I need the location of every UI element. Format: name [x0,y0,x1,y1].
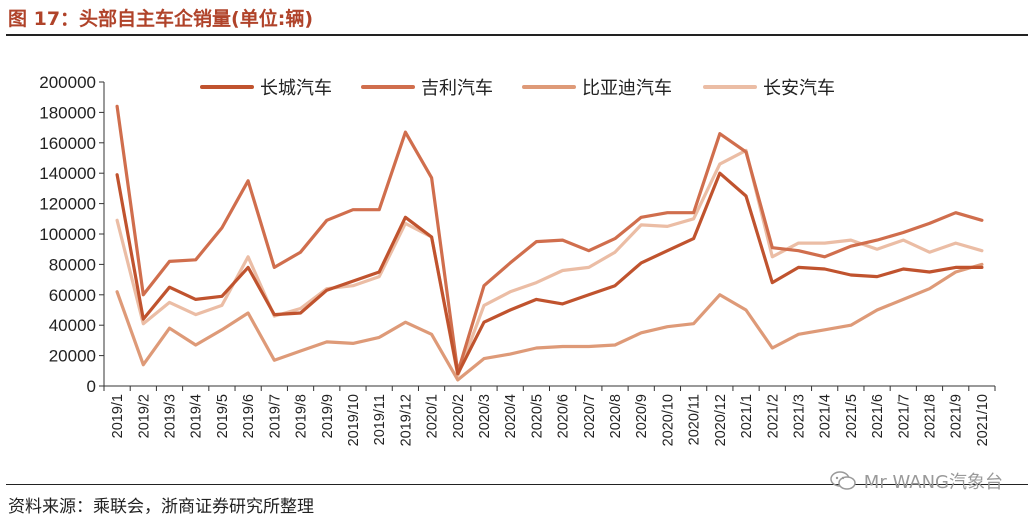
x-tick-label: 2020/11 [687,394,703,445]
x-tick-label: 2019/11 [372,394,388,445]
wechat-icon [830,471,856,490]
legend-label: 长安汽车 [763,78,835,99]
y-tick-label: 20000 [49,347,96,366]
x-tick-label: 2019/2 [136,394,152,438]
x-tick-label: 2021/8 [922,394,938,438]
x-tick-label: 2020/12 [713,394,729,446]
x-tick-label: 2020/7 [582,394,598,438]
x-tick-label: 2021/1 [739,394,755,438]
x-tick-label: 2019/5 [215,394,231,438]
x-tick-label: 2021/9 [949,394,965,438]
x-tick-label: 2021/2 [765,394,781,438]
x-tick-label: 2020/2 [451,394,467,438]
y-axis: 0 20000 40000 60000 80000 100000 120000 140000 1… [39,73,105,396]
x-tick-label: 2020/4 [503,394,519,438]
y-tick-label: 100000 [39,225,96,244]
x-tick-label: 2020/9 [634,394,650,438]
y-tick-label: 80000 [49,255,96,274]
y-tick-label: 0 [87,377,96,396]
x-tick-label: 2020/10 [660,394,676,446]
y-tick-label: 180000 [39,103,96,122]
legend-item: 长安汽车 [703,78,835,99]
x-tick-label: 2021/3 [791,394,807,438]
y-tick-label: 120000 [39,195,96,214]
source-divider [6,484,1028,485]
x-tick-label: 2020/3 [477,394,493,438]
x-tick-label: 2020/8 [608,394,624,438]
x-tick-label: 2021/5 [844,394,860,438]
series-line [115,148,984,377]
source-note: 资料来源：乘联会，浙商证券研究所整理 [8,497,314,517]
x-tick-label: 2019/10 [346,394,362,446]
x-tick-label: 2019/6 [241,394,257,438]
legend-label: 长城汽车 [260,78,332,99]
series-lines [115,104,984,382]
legend-item: 长城汽车 [200,78,332,99]
series-line [115,171,984,376]
legend-item: 吉利汽车 [361,78,493,99]
x-tick-label: 2019/9 [320,394,336,438]
series-line [115,104,984,374]
figure-title: 图 17：头部自主车企销量(单位:辆) [8,8,314,30]
y-tick-label: 200000 [39,73,96,92]
x-tick-label: 2019/3 [163,394,179,438]
x-tick-label: 2021/4 [818,394,834,438]
x-tick-label: 2019/7 [267,394,283,438]
title-divider [6,34,1028,36]
x-tick-label: 2020/1 [425,394,441,438]
watermark-text: Mr WANG汽象台 [863,472,1003,493]
legend-label: 吉利汽车 [421,78,493,99]
y-tick-label: 140000 [39,164,96,183]
legend: 长城汽车 吉利汽车 比亚迪汽车 长安汽车 [200,78,835,99]
y-tick-label: 40000 [49,316,96,335]
x-tick-label: 2021/6 [870,394,886,438]
x-tick-label: 2020/5 [529,394,545,438]
x-tick-label: 2019/1 [110,394,126,438]
x-tick-label: 2021/7 [896,394,912,438]
x-tick-label: 2019/4 [189,394,205,438]
y-tick-label: 160000 [39,134,96,153]
watermark: Mr WANG汽象台 [830,468,1003,494]
x-tick-label: 2019/12 [398,394,414,446]
x-tick-label: 2021/10 [975,394,991,446]
legend-item: 比亚迪汽车 [522,78,672,99]
line-chart: 0 20000 40000 60000 80000 100000 120000 140000 1… [39,73,996,446]
y-tick-label: 60000 [49,286,96,305]
series-line [115,262,984,382]
x-axis: 2019/1 2019/2 2019/3 2019/4 2019/5 2019/6 2019… [103,385,996,446]
legend-label: 比亚迪汽车 [582,78,672,99]
x-tick-label: 2019/8 [294,394,310,438]
x-tick-label: 2020/6 [556,394,572,438]
